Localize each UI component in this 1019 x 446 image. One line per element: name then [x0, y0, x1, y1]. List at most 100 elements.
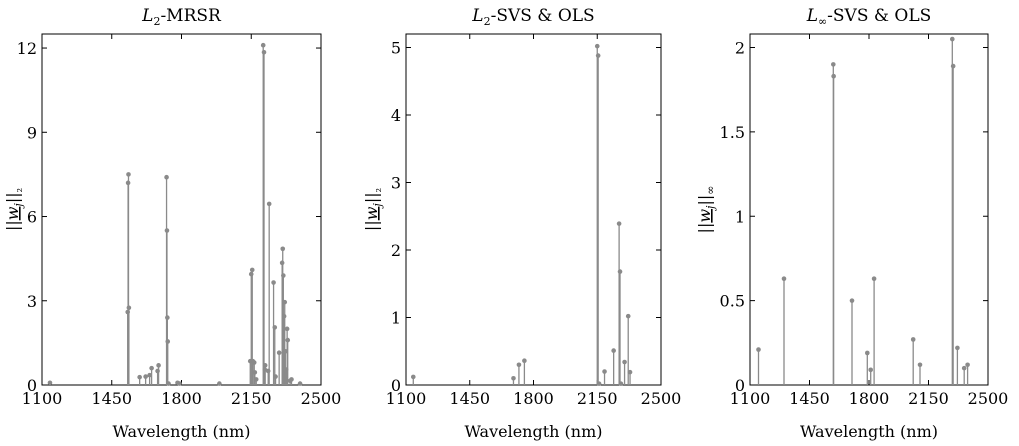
x-tick-label: 1100	[22, 389, 63, 408]
y-axis-label: ||wj||₂	[362, 188, 384, 231]
stem-marker	[516, 362, 522, 368]
panel-2: L2-SVS & OLS 1100 1450 1800 2150 2500 0 1 2 3 4 5 Wa…	[362, 6, 681, 441]
stem-marker	[284, 326, 290, 332]
stem-marker	[262, 363, 268, 368]
stem-marker	[126, 172, 131, 177]
y-tick-label: 3	[27, 292, 37, 311]
x-tick-label: 2500	[641, 389, 682, 408]
y-axis-label: ||wj||₂	[3, 188, 25, 231]
y-tick-label: 2	[391, 241, 401, 260]
stem-marker	[164, 228, 170, 233]
x-tick-label: 2150	[908, 389, 949, 408]
stem-marker	[618, 381, 624, 386]
stem-marker	[272, 325, 278, 330]
y-tick-label: 2	[735, 39, 745, 58]
stem-marker	[164, 174, 169, 180]
stem-marker	[260, 42, 266, 48]
stem-marker	[831, 73, 836, 79]
stem-marker	[917, 362, 923, 368]
stem-marker	[276, 350, 282, 356]
y-tick-label: 4	[391, 106, 401, 125]
stem-marker	[831, 62, 836, 67]
stem-marker	[177, 381, 182, 386]
stem-marker	[282, 299, 288, 305]
x-tick-label: 1450	[789, 389, 830, 408]
stem-marker	[849, 298, 855, 303]
y-tick-label: 5	[391, 39, 401, 58]
x-tick-label: 1800	[161, 389, 202, 408]
plot-frame	[41, 33, 322, 386]
stem-marker	[594, 43, 600, 49]
stem-marker	[165, 315, 170, 320]
stem-marker	[217, 381, 222, 386]
stem-marker	[249, 267, 255, 273]
stem-marker	[126, 305, 132, 311]
y-axis-label: ||wj||∞	[695, 186, 717, 234]
stem-marker	[143, 374, 148, 379]
stem-marker	[756, 347, 761, 352]
stem-marker	[965, 362, 970, 368]
x-tick-label: 1450	[449, 389, 490, 408]
y-tick-label: 12	[17, 39, 37, 58]
stem-marker	[165, 339, 171, 344]
x-tick-label: 2150	[577, 389, 618, 408]
stem-marker	[602, 369, 607, 374]
stem-marker	[147, 372, 152, 378]
stem-marker	[611, 348, 616, 353]
stem-marker	[166, 381, 171, 386]
stem-marker	[47, 380, 53, 386]
stem-marker	[281, 273, 286, 278]
x-tick-label: 1100	[386, 389, 427, 408]
x-tick-label: 2500	[301, 389, 342, 408]
stem-marker	[261, 49, 267, 55]
stem-marker	[251, 360, 257, 365]
y-tick-label: 9	[27, 123, 37, 142]
stem-marker	[511, 375, 516, 381]
stem-marker	[910, 337, 916, 342]
stem-marker	[289, 377, 294, 382]
stem-marker	[285, 337, 291, 343]
y-tick-label: 0	[735, 376, 745, 395]
stem-marker	[950, 63, 956, 69]
stem-marker	[266, 201, 272, 207]
y-tick-label: 0.5	[720, 292, 745, 311]
stem-marker	[271, 280, 276, 285]
y-tick-label: 1	[735, 207, 745, 226]
chart-title: L2-SVS & OLS	[471, 6, 594, 28]
stem-marker	[253, 377, 259, 382]
stem-marker	[865, 350, 870, 356]
stem-marker	[137, 374, 142, 380]
stem-marker	[955, 345, 960, 351]
x-axis-label: Wavelength (nm)	[112, 422, 250, 441]
stem-marker	[781, 276, 787, 281]
stem-marker	[616, 221, 622, 226]
stem-marker	[871, 276, 877, 281]
stem-marker	[273, 374, 278, 379]
stem-marker	[961, 365, 967, 371]
x-axis-label: Wavelength (nm)	[800, 422, 938, 441]
y-tick-label: 1.5	[720, 123, 745, 142]
x-tick-label: 2150	[231, 389, 272, 408]
y-tick-label: 3	[391, 174, 401, 193]
stem-marker	[156, 363, 161, 368]
stem-marker	[617, 269, 623, 274]
panel-1: L2-MRSR 1100 1450 1800 2150 2500 0 3 6 9 12 Wavelen…	[3, 6, 341, 441]
stem-marker	[627, 369, 633, 375]
stem-marker	[410, 374, 416, 380]
x-tick-label: 1100	[730, 389, 771, 408]
stem-marker	[622, 359, 627, 365]
y-tick-label: 0	[391, 376, 401, 395]
y-tick-label: 0	[27, 376, 37, 395]
stem-marker	[252, 370, 258, 375]
plot-frame	[405, 33, 662, 386]
x-tick-label: 1800	[849, 389, 890, 408]
panel-3: L∞-SVS & OLS 1100 1450 1800 2150 2500 0 0.5 1 1.5…	[695, 6, 1008, 441]
x-tick-label: 1450	[91, 389, 132, 408]
y-tick-label: 6	[27, 208, 37, 227]
stem-marker	[522, 358, 527, 364]
stem-marker	[149, 365, 154, 371]
stem-marker	[297, 381, 303, 386]
y-tick-label: 1	[391, 309, 401, 328]
x-tick-label: 1800	[513, 389, 554, 408]
stem-marker	[280, 246, 286, 252]
